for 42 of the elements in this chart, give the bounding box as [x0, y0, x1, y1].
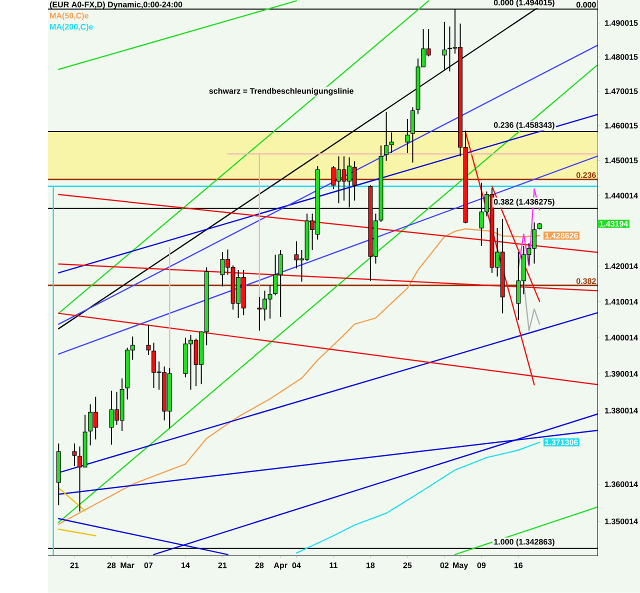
- x-tick-label: 25: [403, 562, 412, 568]
- x-tick-label: 09: [477, 562, 486, 568]
- data-label: 1.428626: [545, 232, 578, 239]
- y-tick-label: 1.420014: [605, 263, 638, 270]
- ref-line-label: 0.236 (1.458343): [494, 122, 554, 130]
- text: MA(50,C)e: [50, 12, 89, 20]
- x-tick-label: Mar: [120, 562, 134, 568]
- y-tick-label: 1.350014: [605, 518, 638, 524]
- y-tick-label: 1.470015: [605, 88, 638, 94]
- x-tick-label: Apr: [274, 562, 288, 570]
- x-tick-label: 21: [218, 562, 227, 568]
- annotation: 0.236: [576, 172, 596, 178]
- x-tick-label: 18: [366, 562, 375, 568]
- x-tick-label: 16: [514, 562, 523, 568]
- data-label: 1.371306: [545, 440, 578, 446]
- x-tick-label: 11: [330, 562, 338, 568]
- text: MA(200,C)e: [50, 24, 93, 32]
- y-tick-label: 1.460015: [605, 122, 638, 129]
- y-tick-label: 1.440014: [605, 192, 638, 199]
- y-tick-label: 1.380014: [605, 408, 638, 414]
- x-tick-label: 02: [440, 562, 449, 568]
- chart-title: (EUR A0-FX,D) Dynamic,0:00-24:00: [50, 2, 182, 10]
- annotation: 0.382: [576, 278, 596, 284]
- x-tick-label: 04: [292, 562, 301, 568]
- x-tick-label: 21: [70, 562, 79, 568]
- x-tick-label: May: [453, 562, 468, 570]
- y-tick-label: 1.450015: [605, 158, 638, 164]
- text: 1.43194: [600, 221, 628, 227]
- annotation: schwarz = Trendbeschleunigungslinie: [209, 88, 354, 96]
- ref-line-label: 0.382 (1.436275): [494, 198, 554, 206]
- annotation: 0.000: [576, 2, 596, 8]
- y-tick-label: 1.410014: [605, 298, 638, 305]
- y-tick-label: 1.480015: [605, 54, 638, 60]
- y-tick-label: 1.490015: [605, 20, 638, 26]
- y-tick-label: 1.360014: [605, 481, 638, 488]
- x-tick-label: 07: [144, 562, 153, 568]
- y-tick-label: 1.400014: [605, 334, 638, 341]
- y-tick-label: 1.390014: [605, 371, 638, 377]
- x-tick-label: 28: [107, 562, 116, 568]
- ref-line-label: 1.000 (1.342863): [494, 538, 554, 546]
- x-tick-label: 28: [255, 562, 264, 568]
- x-tick-label: 14: [182, 562, 190, 568]
